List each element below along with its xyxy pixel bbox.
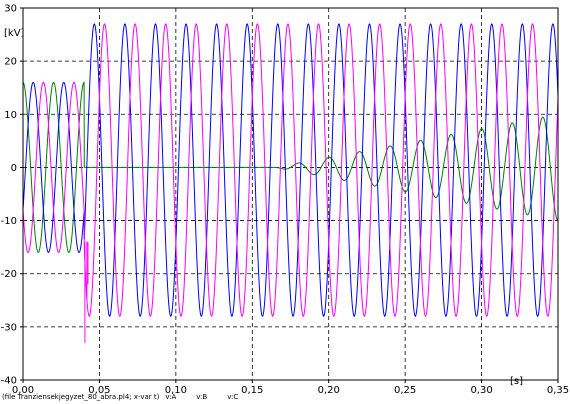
x-tick-label: 0,35 <box>547 385 569 396</box>
y-tick-label: -10 <box>1 216 17 227</box>
y-tick-label: -20 <box>1 269 17 280</box>
y-tick-label: 30 <box>4 4 17 15</box>
tick-labels: 0,00 0,05 0,10 0,15 0,20 0,25 0,30 0,35 -40 -30 -2… <box>1 4 569 397</box>
x-tick-label: 0,00 <box>12 385 34 396</box>
x-tick-label: 0,05 <box>88 385 110 396</box>
legend-v-b: v:B <box>196 393 207 401</box>
x-tick-label: 0,30 <box>470 385 492 396</box>
y-tick-label: -40 <box>1 376 17 387</box>
x-axis-unit: [s] <box>510 376 523 387</box>
legend-v-a: v:A <box>165 393 176 401</box>
grid <box>23 8 558 380</box>
x-tick-label: 0,15 <box>241 385 263 396</box>
y-tick-label: 10 <box>4 110 17 121</box>
y-tick-label: 20 <box>4 57 17 68</box>
y-tick-label: 0 <box>11 163 17 174</box>
series-line-v-c <box>22 23 559 317</box>
y-axis-unit: [kV] <box>4 28 25 39</box>
series-line-v-b <box>22 23 559 317</box>
x-tick-label: 0,25 <box>394 385 416 396</box>
legend-v-c: v:C <box>227 393 238 401</box>
x-tick-label: 0,10 <box>165 385 187 396</box>
series-layer <box>22 23 559 343</box>
plot-frame <box>22 7 559 381</box>
footer-caption: (file Tranziensekjegyzet_80_abra.pl4; x-… <box>2 393 160 401</box>
y-tick-label: -30 <box>1 322 17 333</box>
x-tick-label: 0,20 <box>318 385 340 396</box>
footer: (file Tranziensekjegyzet_80_abra.pl4; x-… <box>2 393 238 401</box>
